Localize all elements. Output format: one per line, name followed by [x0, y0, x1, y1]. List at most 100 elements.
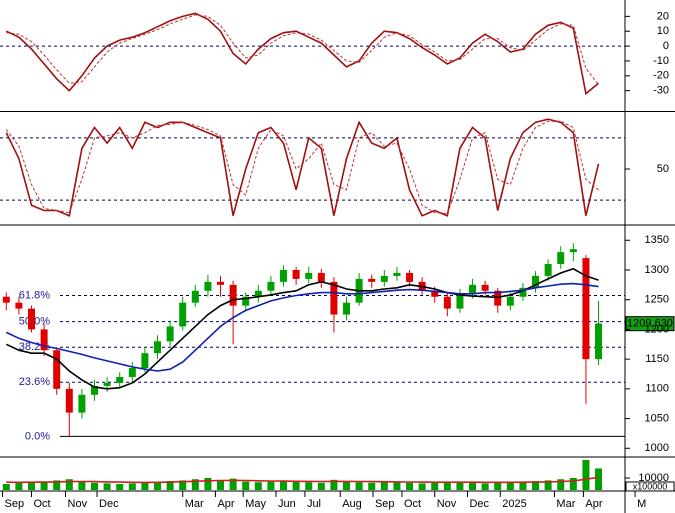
candle-body	[456, 293, 464, 309]
volume-bar	[217, 480, 225, 490]
volume-bar	[393, 482, 401, 490]
x-tick-label: Nov	[68, 498, 88, 510]
y-tick-label: -10	[653, 55, 669, 67]
volume-bar	[103, 483, 111, 490]
volume-bar	[128, 483, 136, 490]
series-line	[5, 120, 599, 215]
candle-body	[154, 341, 162, 354]
x-tick-label: May	[245, 498, 266, 510]
y-tick-label: 1000	[645, 442, 669, 454]
series-line	[6, 476, 599, 484]
candle-body	[305, 272, 313, 279]
candle-body	[166, 326, 174, 342]
x-tick-label: Sep	[5, 498, 25, 510]
candle-body	[65, 388, 73, 413]
volume-bar	[179, 480, 187, 490]
y-tick-label: 50	[657, 163, 669, 175]
candle-body	[204, 281, 212, 291]
candle-body	[40, 329, 48, 351]
candle-body	[582, 258, 590, 360]
y-tick-label: 1100	[645, 383, 669, 395]
volume-bar	[267, 481, 275, 490]
x-tick-label: Oct	[34, 498, 51, 510]
volume-bar	[15, 482, 23, 490]
y-tick-label: 1050	[645, 412, 669, 424]
volume-bar	[141, 482, 149, 490]
volume-bar	[544, 480, 552, 490]
volume-bar	[595, 468, 603, 490]
y-tick-label: 1350	[645, 234, 669, 246]
x-tick-label: Apr	[585, 498, 602, 510]
candle-body	[103, 382, 111, 386]
volume-bar	[343, 481, 351, 490]
candle-body	[595, 323, 603, 360]
y-tick-label: 1200	[645, 323, 669, 335]
candle-body	[254, 290, 262, 297]
candle-body	[91, 385, 99, 395]
volume-bar	[569, 478, 577, 490]
volume-bar	[519, 482, 527, 490]
volume-bar	[305, 482, 313, 490]
series-line	[6, 14, 599, 86]
volume-bar	[229, 478, 237, 490]
y-tick-label: 20	[657, 10, 669, 22]
x-tick-label: Nov	[437, 498, 457, 510]
candle-body	[343, 302, 351, 315]
last-price-label: 1209.630	[627, 318, 673, 330]
volume-bar	[191, 479, 199, 490]
volume-bar	[406, 482, 414, 490]
volume-bar	[418, 483, 426, 490]
volume-bar	[532, 481, 540, 490]
candle-body	[519, 287, 527, 297]
candle-body	[179, 302, 187, 327]
y-axis-label: x100000	[633, 481, 668, 491]
y-tick-label: 1250	[645, 294, 669, 306]
candle-body	[569, 249, 577, 253]
candle-body	[242, 296, 250, 306]
candle-body	[141, 353, 149, 369]
volume-bar	[456, 482, 464, 490]
x-tick-label: Dec	[99, 498, 119, 510]
last-price-box	[625, 316, 675, 332]
volume-bar	[204, 478, 212, 490]
candle-body	[406, 272, 414, 282]
candle-body	[267, 281, 275, 291]
candle-body	[494, 290, 502, 306]
candle-body	[116, 376, 124, 383]
volume-bar	[481, 483, 489, 490]
candle-body	[292, 269, 300, 279]
candle-body	[28, 308, 36, 330]
x-tick-label: Dec	[469, 498, 489, 510]
x-tick-label: Jul	[307, 498, 321, 510]
volume-bar	[28, 481, 36, 490]
candle-body	[317, 272, 325, 282]
volume-bar	[443, 481, 451, 490]
volume-bar	[242, 481, 250, 490]
volume-bar	[292, 481, 300, 490]
volume-bar	[317, 482, 325, 490]
y-tick-label: -30	[653, 85, 669, 97]
candle-body	[443, 296, 451, 309]
y-tick-label: 10000	[638, 472, 669, 484]
candle-body	[557, 252, 565, 265]
y-tick-label: 1300	[645, 264, 669, 276]
candle-body	[393, 272, 401, 276]
x-tick-label: Mar	[185, 498, 204, 510]
ylabel-box	[625, 481, 675, 492]
candle-body	[53, 350, 61, 389]
volume-bar	[116, 484, 124, 490]
volume-bar	[368, 482, 376, 490]
x-tick-label: Jun	[278, 498, 296, 510]
volume-bar	[431, 482, 439, 490]
x-tick-label: M	[637, 498, 646, 510]
candle-body	[380, 275, 388, 282]
volume-bar	[494, 482, 502, 490]
candle-body	[78, 394, 86, 413]
series-line	[5, 267, 599, 390]
volume-bar	[557, 479, 565, 490]
volume-bar	[53, 480, 61, 490]
volume-bar	[166, 481, 174, 490]
volume-bar	[280, 480, 288, 490]
series-line	[5, 282, 599, 372]
fib-label: 0.0%	[25, 430, 50, 442]
